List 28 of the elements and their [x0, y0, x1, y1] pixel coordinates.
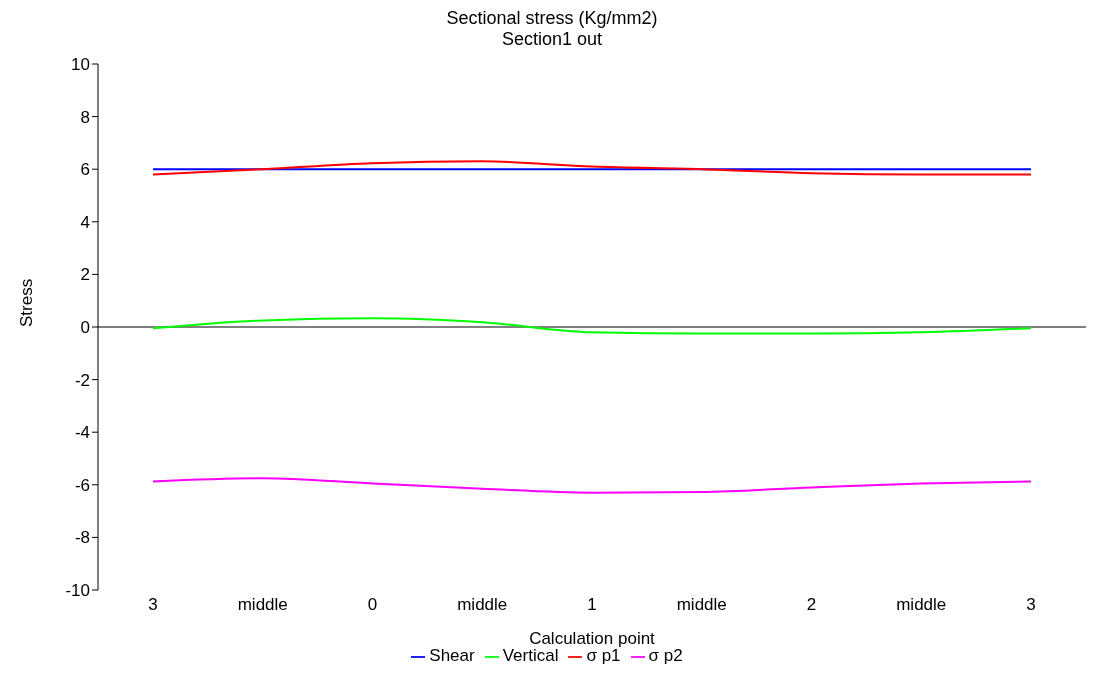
legend-label: Vertical — [502, 646, 559, 665]
x-tick-label: 1 — [587, 595, 597, 615]
y-tick-label: -4 — [74, 423, 90, 443]
legend-label: Shear — [429, 646, 475, 665]
y-axis-title: Stress — [17, 278, 37, 327]
y-tick-label: 4 — [80, 212, 90, 232]
legend-label: σ p1 — [586, 646, 621, 665]
x-axis-title: Calculation point — [529, 629, 656, 648]
legend-label: σ p2 — [648, 646, 683, 665]
x-tick-label: middle — [676, 595, 727, 615]
x-tick-label: 2 — [806, 595, 817, 615]
y-tick-label: 8 — [80, 107, 90, 127]
y-tick-label: -2 — [74, 370, 90, 390]
x-tick-label: 3 — [148, 595, 158, 615]
y-tick-label: 2 — [80, 265, 90, 285]
x-tick-label: middle — [896, 595, 947, 615]
y-tick-label: 10 — [71, 55, 90, 75]
y-tick-label: 6 — [80, 160, 90, 180]
y-tick-label: -6 — [74, 475, 90, 495]
chart-subtitle: Section1 out — [500, 29, 604, 50]
x-tick-label: 3 — [1026, 595, 1036, 615]
y-tick-label: 0 — [80, 318, 90, 338]
x-tick-label: middle — [457, 595, 508, 615]
chart-title: Sectional stress (Kg/mm2) — [445, 8, 659, 29]
x-tick-label: middle — [237, 595, 288, 615]
y-tick-label: -10 — [65, 581, 90, 601]
x-tick-label: 0 — [367, 595, 378, 615]
y-tick-label: -8 — [74, 528, 90, 548]
